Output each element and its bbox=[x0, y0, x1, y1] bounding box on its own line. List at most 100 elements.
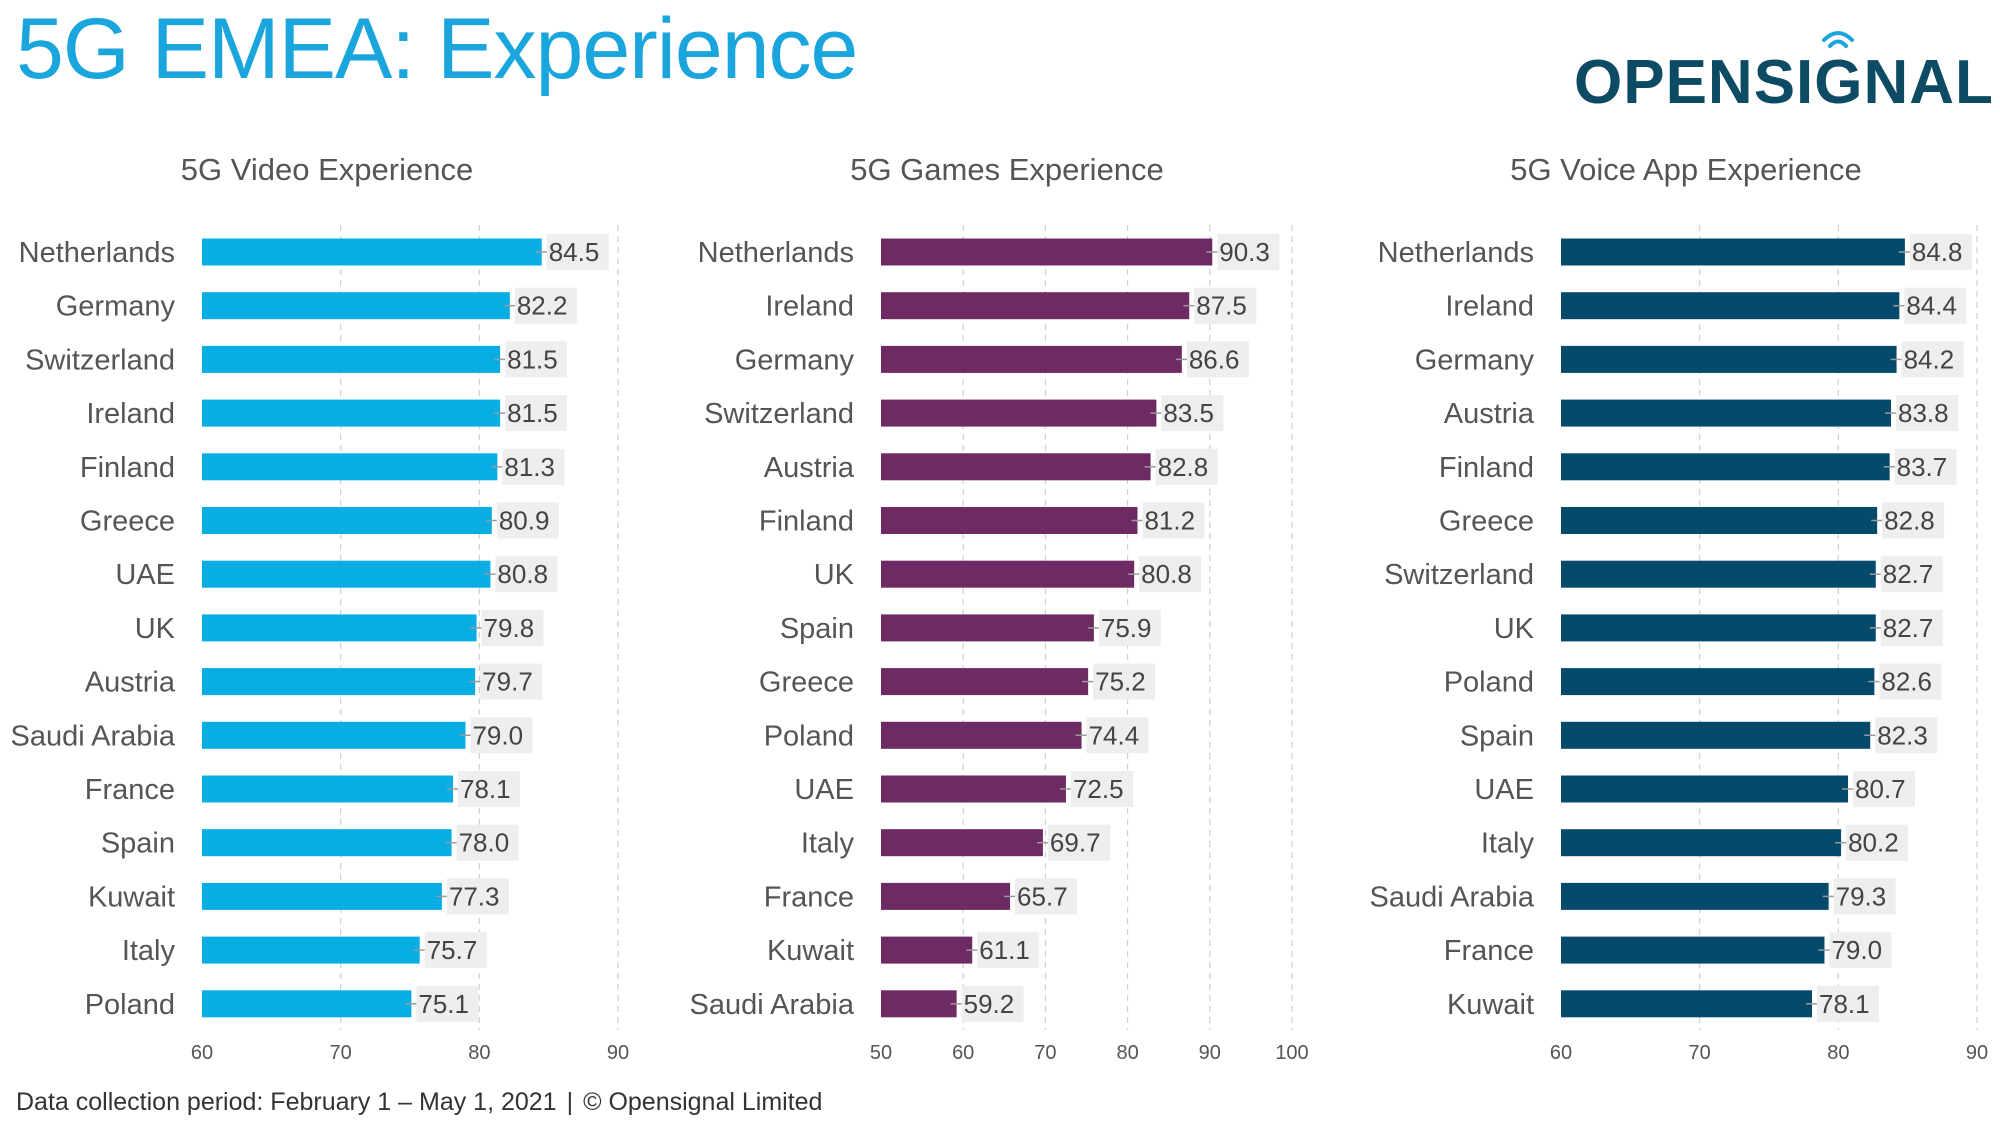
data-label-box bbox=[416, 985, 479, 1022]
data-label-box bbox=[1833, 878, 1896, 915]
data-label-box bbox=[496, 502, 559, 539]
x-tick-label: 60 bbox=[1550, 1042, 1572, 1064]
bar bbox=[1561, 507, 1878, 534]
category-label: Greece bbox=[80, 506, 175, 538]
data-label: 82.7 bbox=[1883, 559, 1934, 589]
data-period: Data collection period: February 1 – May… bbox=[16, 1088, 557, 1116]
bar bbox=[202, 507, 492, 534]
page-title: 5G EMEA: Experience bbox=[16, 1, 858, 97]
category-label: Finland bbox=[759, 506, 854, 538]
data-label: 84.5 bbox=[549, 237, 600, 267]
data-label-box bbox=[1070, 771, 1133, 807]
x-tick-label: 90 bbox=[607, 1042, 629, 1064]
data-label: 82.6 bbox=[1881, 667, 1932, 697]
category-label: UK bbox=[1494, 613, 1535, 645]
data-label-box bbox=[546, 234, 609, 270]
bar bbox=[1561, 614, 1876, 642]
data-label: 82.8 bbox=[1158, 452, 1209, 482]
data-label: 82.7 bbox=[1883, 613, 1934, 643]
category-label: Switzerland bbox=[1384, 559, 1534, 591]
data-label: 80.8 bbox=[497, 559, 548, 589]
data-label: 90.3 bbox=[1219, 237, 1270, 267]
bar bbox=[202, 775, 453, 803]
category-label: Italy bbox=[1481, 828, 1535, 860]
bar bbox=[202, 614, 477, 642]
data-label: 75.2 bbox=[1095, 667, 1146, 697]
x-tick-label: 90 bbox=[1199, 1042, 1221, 1064]
bar bbox=[1561, 668, 1875, 696]
bar bbox=[881, 345, 1182, 373]
data-label: 79.0 bbox=[1831, 935, 1882, 965]
data-label: 81.5 bbox=[507, 398, 558, 428]
category-label: Austria bbox=[764, 452, 855, 484]
category-label: UK bbox=[135, 613, 176, 645]
bar bbox=[1561, 775, 1849, 803]
category-label: Poland bbox=[1444, 667, 1534, 699]
signal-wave-icon bbox=[1822, 31, 1854, 48]
bar bbox=[881, 721, 1082, 749]
bar bbox=[881, 238, 1213, 266]
category-label: Austria bbox=[85, 667, 176, 699]
category-label: Kuwait bbox=[1447, 989, 1534, 1021]
bar bbox=[1561, 560, 1876, 588]
data-label-box bbox=[514, 287, 577, 324]
bar bbox=[881, 668, 1089, 696]
category-label: Kuwait bbox=[88, 881, 175, 913]
category-label: Netherlands bbox=[1378, 237, 1534, 269]
x-tick-label: 70 bbox=[330, 1042, 352, 1064]
data-label-box bbox=[1846, 824, 1909, 861]
data-label-box bbox=[1194, 287, 1257, 324]
data-label-box bbox=[1829, 932, 1892, 969]
category-label: Ireland bbox=[1445, 291, 1534, 323]
data-label-box bbox=[1879, 663, 1942, 700]
opensignal-logo: OPENSIGNAL bbox=[1574, 22, 1993, 132]
data-label: 81.2 bbox=[1144, 506, 1195, 536]
data-label-box bbox=[1161, 395, 1224, 432]
data-label-box bbox=[1098, 609, 1161, 646]
category-label: Saudi Arabia bbox=[11, 720, 176, 752]
bar bbox=[1561, 238, 1905, 266]
data-label-box bbox=[1894, 448, 1957, 485]
category-label: Saudi Arabia bbox=[690, 989, 855, 1021]
bar bbox=[881, 829, 1043, 857]
bar bbox=[202, 721, 466, 749]
data-label: 59.2 bbox=[964, 989, 1015, 1019]
category-label: Finland bbox=[1439, 452, 1534, 484]
data-label: 82.8 bbox=[1884, 506, 1935, 536]
bar bbox=[202, 399, 501, 427]
data-label: 81.3 bbox=[504, 452, 555, 482]
data-label: 61.1 bbox=[979, 935, 1030, 965]
data-label: 75.9 bbox=[1101, 613, 1152, 643]
data-label: 82.3 bbox=[1877, 720, 1928, 750]
category-label: UAE bbox=[794, 774, 854, 806]
data-label: 84.8 bbox=[1912, 237, 1963, 267]
data-label: 78.1 bbox=[1819, 989, 1870, 1019]
category-label: Finland bbox=[80, 452, 175, 484]
data-label-box bbox=[1217, 234, 1280, 270]
bar bbox=[881, 936, 973, 964]
bar bbox=[202, 292, 510, 320]
chart-title: 5G Games Experience bbox=[850, 152, 1164, 187]
category-label: UK bbox=[814, 559, 855, 591]
category-label: France bbox=[85, 774, 175, 806]
data-label-box bbox=[1875, 717, 1938, 754]
bar bbox=[1561, 829, 1842, 857]
data-label: 77.3 bbox=[449, 881, 500, 911]
data-label-box bbox=[505, 341, 568, 378]
data-label: 83.7 bbox=[1897, 452, 1948, 482]
data-label: 81.5 bbox=[507, 344, 558, 374]
data-label: 72.5 bbox=[1073, 774, 1124, 804]
data-label-box bbox=[1880, 556, 1943, 593]
data-label: 80.9 bbox=[499, 506, 550, 536]
bar bbox=[881, 990, 957, 1018]
bar bbox=[1561, 399, 1892, 427]
data-label-box bbox=[1155, 448, 1218, 485]
data-label: 79.0 bbox=[472, 720, 523, 750]
category-label: Poland bbox=[85, 989, 175, 1021]
data-label-box bbox=[1093, 663, 1156, 700]
data-label-box bbox=[1896, 395, 1959, 432]
bar bbox=[881, 775, 1066, 803]
bar bbox=[881, 292, 1190, 320]
category-label: France bbox=[1444, 935, 1534, 967]
data-label: 78.0 bbox=[459, 828, 510, 858]
